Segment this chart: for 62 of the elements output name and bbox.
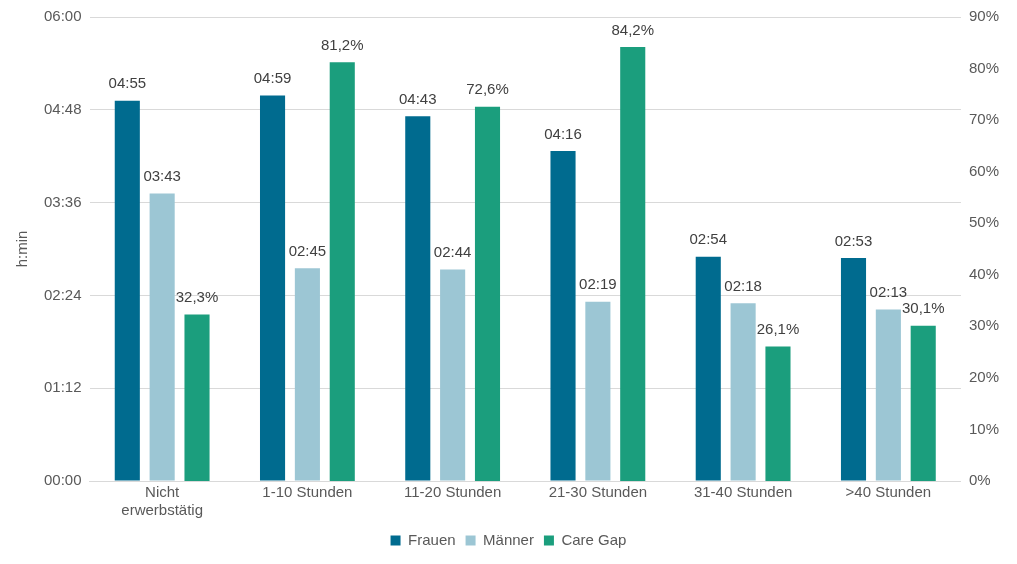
data-label: 84,2% <box>611 20 655 38</box>
bar <box>149 193 175 481</box>
data-label: 04:43 <box>399 89 437 107</box>
y2-tick-label: 40% <box>968 264 1000 282</box>
y-tick-label: 04:48 <box>43 99 82 117</box>
x-tick-label: Nicht erwerbstätig <box>121 483 204 519</box>
y-tick-label: 01:12 <box>43 378 82 396</box>
y-tick-label: 06:00 <box>43 7 82 25</box>
x-tick-label: >40 Stunden <box>845 483 932 501</box>
x-tick-label: 31-40 Stunden <box>693 483 793 501</box>
bar <box>440 269 466 481</box>
legend-label: Frauen <box>408 530 456 548</box>
y2-tick-label: 50% <box>968 213 1000 231</box>
bar <box>294 268 320 481</box>
bar <box>474 106 501 481</box>
data-label: 02:44 <box>433 243 472 261</box>
y-tick-label: 02:24 <box>43 285 82 303</box>
data-label: 02:45 <box>288 241 327 259</box>
data-label: 04:59 <box>253 69 292 87</box>
data-label: 04:16 <box>544 124 582 142</box>
bar <box>329 62 355 481</box>
x-tick-label: 21-30 Stunden <box>548 483 648 501</box>
bar <box>184 314 210 481</box>
bar <box>695 256 721 481</box>
data-label: 02:19 <box>579 275 617 293</box>
y2-tick-label: 90% <box>968 7 1000 25</box>
bar <box>620 46 646 481</box>
y-axis-title: h:min <box>13 230 31 268</box>
data-label: 03:43 <box>143 167 181 185</box>
y2-tick-label: 10% <box>968 419 1000 437</box>
y-tick-label: 00:00 <box>43 471 82 489</box>
bar <box>550 151 576 481</box>
x-tick-label: 11-20 Stunden <box>403 483 502 501</box>
data-label: 02:53 <box>834 231 873 249</box>
y2-tick-label: 0% <box>968 471 991 489</box>
bar <box>765 346 791 481</box>
data-label: 02:54 <box>689 230 728 248</box>
y2-tick-label: 30% <box>968 316 1000 334</box>
y2-tick-label: 70% <box>968 110 1000 128</box>
data-label: 72,6% <box>466 80 509 98</box>
y-tick-label: 03:36 <box>43 192 82 210</box>
y2-tick-label: 60% <box>968 161 1000 179</box>
bar <box>114 100 140 481</box>
data-label: 32,3% <box>175 288 219 306</box>
bar <box>875 309 901 481</box>
y2-tick-label: 80% <box>968 58 1000 76</box>
legend-label: Care Gap <box>561 530 627 548</box>
bar <box>910 325 936 481</box>
bar <box>585 301 611 481</box>
data-label: 26,1% <box>756 320 800 338</box>
bar <box>259 95 286 481</box>
data-label: 02:18 <box>724 276 762 294</box>
bar <box>730 303 756 481</box>
y2-tick-label: 20% <box>968 368 1000 386</box>
data-label: 30,1% <box>901 299 945 317</box>
x-tick-label: 1-10 Stunden <box>262 483 353 501</box>
legend-label: Männer <box>483 530 534 548</box>
bar <box>840 258 867 481</box>
bar <box>405 116 431 481</box>
data-label: 81,2% <box>320 36 364 54</box>
data-label: 02:13 <box>869 283 908 301</box>
data-label: 04:55 <box>108 74 147 92</box>
